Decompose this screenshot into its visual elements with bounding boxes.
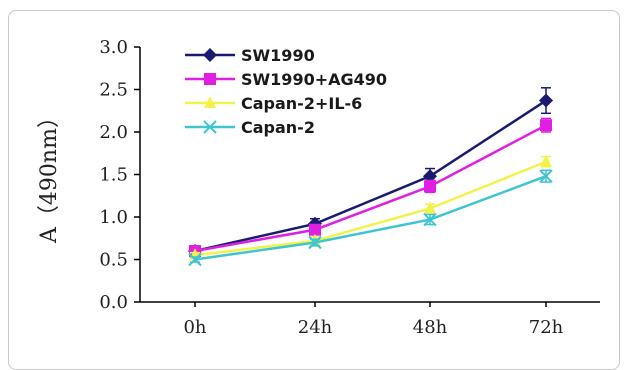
data-point	[203, 120, 217, 134]
x-tick-label: 0h	[183, 317, 206, 338]
data-point	[424, 201, 436, 214]
legend-item: Capan-2+IL-6	[185, 94, 362, 113]
legend-label: Capan-2	[241, 118, 315, 137]
y-tick-label: 1.0	[99, 207, 128, 228]
data-point	[308, 235, 322, 250]
legend-label: Capan-2+IL-6	[241, 94, 362, 113]
series-capan-2	[188, 169, 553, 267]
data-point	[540, 154, 552, 167]
series-line	[194, 175, 547, 261]
data-point	[309, 223, 321, 236]
y-tick-label: 3.0	[99, 37, 128, 58]
series-line	[194, 99, 547, 253]
y-tick-label: 0.0	[99, 292, 128, 313]
data-point	[539, 169, 553, 183]
chart-frame	[8, 10, 620, 370]
series-line	[194, 160, 547, 257]
data-point	[423, 212, 437, 227]
series-sw1990-ag490	[189, 117, 552, 257]
legend-item: SW1990	[185, 46, 315, 65]
y-tick-label: 2.0	[99, 122, 128, 143]
y-tick-label: 2.5	[99, 80, 128, 101]
data-point-stroke	[308, 235, 322, 250]
y-tick-label: 1.5	[99, 165, 128, 186]
legend-label: SW1990+AG490	[241, 70, 387, 89]
series-line	[194, 124, 547, 253]
data-point	[540, 119, 552, 132]
line-chart: 0.00.51.01.52.02.53.00h 24h 48h 72h SW1990S…	[37, 37, 600, 338]
legend-item: Capan-2	[185, 118, 315, 137]
data-point	[204, 73, 216, 85]
data-point-stroke	[188, 252, 202, 267]
data-point	[424, 180, 436, 193]
data-point	[539, 93, 553, 108]
legend-label: SW1990	[241, 46, 315, 65]
data-point-stroke	[423, 212, 437, 227]
y-axis-label: A（490nm）	[37, 106, 62, 244]
data-point	[188, 252, 202, 267]
chart-axes: 0.0 0.5 1.0 1.5 2.0 2.5 3.0 0h 24h 48h 72h	[99, 37, 600, 338]
x-tick-label: 24h	[298, 317, 333, 338]
data-point	[204, 96, 216, 108]
chart-series	[188, 87, 553, 267]
legend-item: SW1990+AG490	[185, 70, 387, 89]
x-tick-label: 72h	[529, 317, 564, 338]
chart-legend: SW1990 SW1990+AG490 Capan-2+IL-6 Capan-2	[185, 46, 387, 137]
data-point-stroke	[203, 120, 217, 134]
y-tick-label: 0.5	[99, 250, 128, 271]
x-tick-label: 48h	[413, 317, 448, 338]
data-point-stroke	[539, 169, 553, 183]
data-point	[203, 48, 217, 62]
